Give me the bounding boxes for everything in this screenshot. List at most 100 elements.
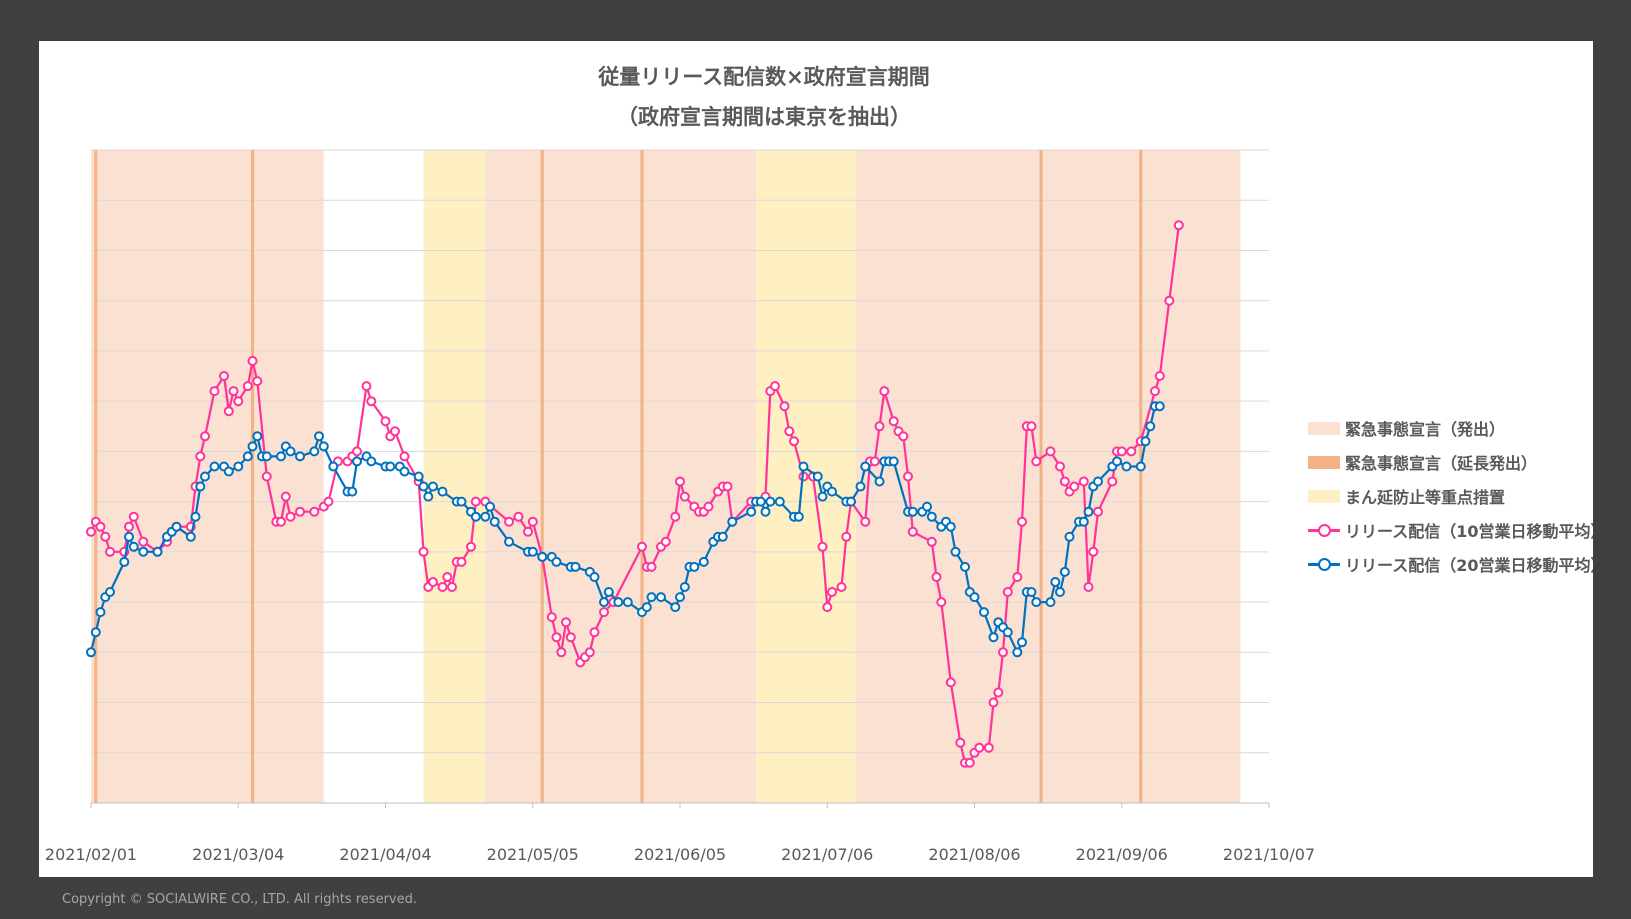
data-point-20day	[1135, 461, 1146, 472]
data-point-10day	[437, 582, 448, 592]
data-point-10day	[860, 516, 871, 527]
data-point-10day	[1083, 582, 1094, 592]
data-point-20day	[1026, 587, 1037, 597]
data-point-20day	[926, 511, 937, 522]
data-point-10day	[869, 456, 880, 467]
data-point-20day	[675, 592, 685, 603]
data-point-20day	[551, 556, 562, 567]
data-point-10day	[1173, 220, 1184, 231]
legend-marker-10day	[1318, 524, 1331, 537]
data-point-20day	[698, 556, 709, 567]
data-point-20day	[489, 516, 500, 527]
data-point-20day	[318, 441, 329, 452]
data-point-10day	[285, 511, 296, 522]
data-point-10day	[1012, 572, 1023, 582]
data-point-20day	[119, 556, 130, 567]
data-point-20day	[209, 461, 220, 472]
data-point-10day	[242, 381, 253, 392]
data-point-10day	[252, 376, 263, 387]
x-tick-label: 2021/08/06	[928, 845, 1021, 864]
data-point-10day	[879, 386, 890, 397]
data-point-10day	[1017, 516, 1027, 527]
data-point-20day	[827, 486, 837, 497]
data-point-10day	[309, 506, 320, 517]
data-point-20day	[128, 541, 139, 552]
data-point-20day	[670, 602, 681, 613]
data-point-20day	[589, 572, 600, 582]
data-point-20day	[765, 496, 776, 507]
data-point-20day	[185, 531, 196, 542]
data-point-10day	[100, 531, 111, 542]
data-point-20day	[90, 627, 101, 638]
semi-emergency-band	[423, 150, 486, 803]
data-point-10day	[1116, 446, 1127, 457]
data-point-10day	[124, 521, 134, 532]
data-point-10day	[470, 496, 481, 507]
data-point-20day	[960, 561, 970, 572]
data-point-20day	[774, 496, 785, 507]
x-tick-label: 2021/03/04	[192, 845, 285, 864]
data-point-20day	[755, 496, 766, 507]
data-point-10day	[105, 546, 115, 557]
data-point-20day	[860, 461, 871, 472]
data-point-10day	[219, 371, 229, 381]
data-point-20day	[570, 561, 581, 572]
data-point-20day	[456, 496, 467, 507]
data-point-20day	[760, 506, 771, 517]
data-point-20day	[1017, 637, 1027, 648]
data-point-20day	[874, 476, 885, 487]
data-point-20day	[641, 602, 652, 613]
legend-marker-20day	[1318, 558, 1331, 571]
data-point-10day	[841, 531, 852, 542]
legend-label: リリース配信（20営業日移動平均）	[1345, 556, 1593, 575]
data-point-10day	[931, 572, 942, 582]
data-point-20day	[399, 466, 410, 477]
data-point-10day	[945, 677, 956, 688]
data-point-20day	[599, 597, 609, 608]
data-point-20day	[309, 446, 320, 457]
data-point-20day	[276, 451, 286, 462]
data-point-20day	[314, 431, 324, 442]
data-point-20day	[646, 592, 657, 603]
data-point-10day	[195, 451, 206, 462]
copyright-text: Copyright © SOCIALWIRE CO., LTD. All rig…	[62, 892, 417, 907]
data-point-20day	[385, 461, 396, 472]
data-point-20day	[817, 491, 828, 502]
data-point-20day	[423, 491, 434, 502]
data-point-10day	[993, 687, 1004, 698]
data-point-10day	[974, 742, 985, 753]
data-point-20day	[200, 471, 210, 482]
data-point-10day	[898, 431, 909, 442]
series-layer	[86, 220, 1184, 768]
data-point-10day	[1126, 446, 1137, 457]
data-point-10day	[1107, 476, 1118, 487]
data-point-20day	[352, 456, 362, 467]
data-point-20day	[1031, 597, 1042, 608]
data-point-20day	[613, 597, 624, 608]
data-point-20day	[347, 486, 358, 497]
data-point-10day	[822, 602, 833, 613]
data-point-20day	[1002, 627, 1013, 638]
data-point-20day	[1112, 456, 1122, 467]
data-point-20day	[195, 481, 206, 492]
data-point-20day	[105, 587, 115, 597]
data-point-10day	[1154, 371, 1165, 381]
data-point-10day	[903, 471, 913, 482]
chart-panel: 従量リリース配信数×政府宣言期間 （政府宣言期間は東京を抽出） 2021/02/…	[39, 41, 1593, 877]
data-point-20day	[1050, 577, 1061, 587]
data-point-10day	[589, 627, 600, 638]
data-point-10day	[679, 491, 690, 502]
data-point-20day	[679, 582, 690, 592]
chart-subtitle: （政府宣言期間は東京を抽出）	[617, 105, 911, 129]
data-point-20day	[1121, 461, 1132, 472]
data-point-10day	[466, 541, 476, 552]
data-point-10day	[1045, 446, 1056, 457]
data-point-10day	[138, 536, 149, 547]
data-point-10day	[390, 426, 400, 437]
x-axis	[90, 802, 1270, 808]
data-point-10day	[1059, 476, 1070, 487]
data-point-20day	[727, 516, 738, 527]
x-tick-label: 2021/05/05	[486, 845, 579, 864]
x-tick-label: 2021/09/06	[1075, 845, 1168, 864]
data-point-10day	[247, 356, 258, 366]
